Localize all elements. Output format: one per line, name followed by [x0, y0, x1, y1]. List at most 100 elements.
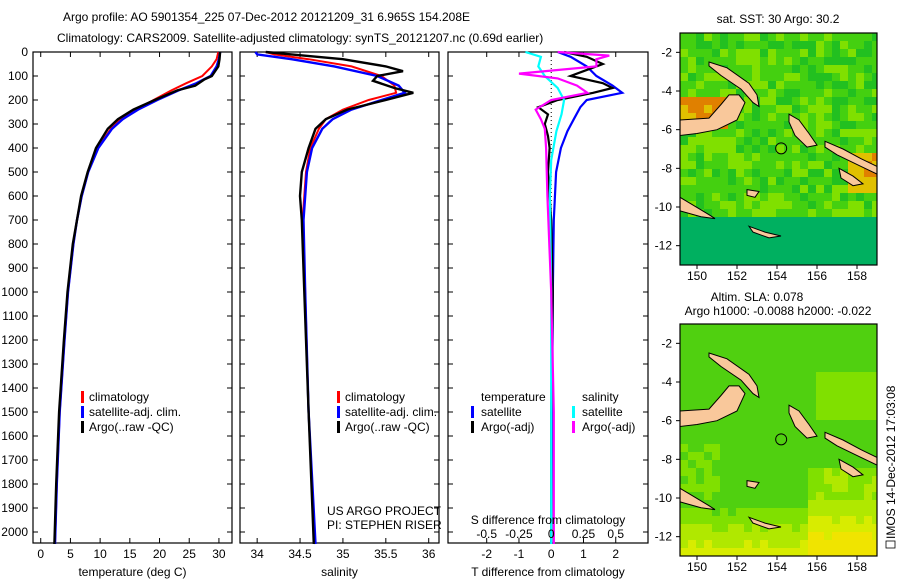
map-cell [872, 113, 877, 121]
map-cell [800, 121, 808, 129]
map-cell [800, 193, 808, 201]
map-cell [760, 33, 768, 41]
map-cell [728, 177, 736, 185]
map-cell [712, 177, 720, 185]
map-cell [728, 33, 736, 41]
map-cell [760, 540, 768, 548]
map-cell [792, 484, 800, 492]
map-cell [832, 396, 840, 404]
map-cell [856, 492, 864, 500]
map-cell [768, 372, 776, 380]
map-cell [712, 364, 720, 372]
map-cell [728, 89, 736, 97]
map-cell [840, 65, 848, 73]
map-cell [808, 476, 816, 484]
map-cell [872, 153, 877, 161]
map-cell [704, 241, 712, 249]
map-cell [848, 161, 856, 169]
map-cell [736, 185, 744, 193]
map-cell [800, 324, 808, 332]
map-cell [800, 484, 808, 492]
map-cell [776, 348, 784, 356]
map-cell [768, 89, 776, 97]
map-cell [696, 508, 704, 516]
map-cell [752, 129, 760, 137]
map-cell [696, 516, 704, 524]
map-cell [784, 468, 792, 476]
map-cell [872, 484, 877, 492]
map-cell [704, 492, 712, 500]
map-cell [728, 340, 736, 348]
map-cell [808, 340, 816, 348]
map-cell [800, 249, 808, 257]
map-cell [792, 145, 800, 153]
map-cell [840, 113, 848, 121]
map-cell [800, 436, 808, 444]
map-cell [736, 420, 744, 428]
map-cell [872, 73, 877, 81]
map-cell [760, 524, 768, 532]
map-cell [832, 225, 840, 233]
map-cell [784, 73, 792, 81]
map-cell [696, 241, 704, 249]
map-cell [736, 33, 744, 41]
map-cell [712, 97, 720, 105]
series-satellite [254, 51, 407, 545]
map-cell [864, 348, 872, 356]
map-cell [704, 332, 712, 340]
map-cell [704, 113, 712, 121]
map-cell [872, 348, 877, 356]
map-cell [832, 452, 840, 460]
map-cell [744, 444, 752, 452]
lat-tick-label: -6 [661, 414, 672, 428]
map-cell [696, 524, 704, 532]
map-cell [856, 145, 864, 153]
map-cell [768, 484, 776, 492]
map-cell [688, 193, 696, 201]
map-cell [776, 524, 784, 532]
map-cell [832, 356, 840, 364]
map-cell [840, 49, 848, 57]
map-cell [800, 492, 808, 500]
map-cell [704, 201, 712, 209]
map-cell [856, 57, 864, 65]
map-cell [808, 201, 816, 209]
map-cell [680, 97, 688, 105]
map-cell [824, 129, 832, 137]
map-cell [744, 225, 752, 233]
legend-label: climatology [345, 390, 405, 404]
map-cell [832, 364, 840, 372]
map-cell [864, 169, 872, 177]
map-cell [872, 217, 877, 225]
map-cell [752, 476, 760, 484]
map-cell [872, 508, 877, 516]
map-cell [784, 484, 792, 492]
map-cell [736, 460, 744, 468]
map-cell [784, 364, 792, 372]
map-cell [744, 193, 752, 201]
map-cell [792, 548, 800, 556]
map-cell [720, 516, 728, 524]
x-tick-label: 35 [336, 547, 350, 561]
map-cell [720, 452, 728, 460]
map-cell [768, 41, 776, 49]
map-cell [800, 380, 808, 388]
s-tick-label: 0.5 [607, 527, 624, 541]
map-cell [704, 169, 712, 177]
map-cell [840, 452, 848, 460]
map-cell [728, 169, 736, 177]
map-cell [736, 548, 744, 556]
map-cell [728, 412, 736, 420]
map-cell [848, 81, 856, 89]
map-cell [872, 340, 877, 348]
sla-map-subtitle: Argo h1000: -0.0088 h2000: -0.022 [685, 304, 872, 318]
map-cell [760, 153, 768, 161]
map-cell [760, 225, 768, 233]
map-cell [704, 404, 712, 412]
map-cell [800, 444, 808, 452]
map-cell [768, 257, 776, 265]
map-cell [704, 500, 712, 508]
map-cell [704, 233, 712, 241]
map-cell [808, 420, 816, 428]
map-cell [784, 217, 792, 225]
